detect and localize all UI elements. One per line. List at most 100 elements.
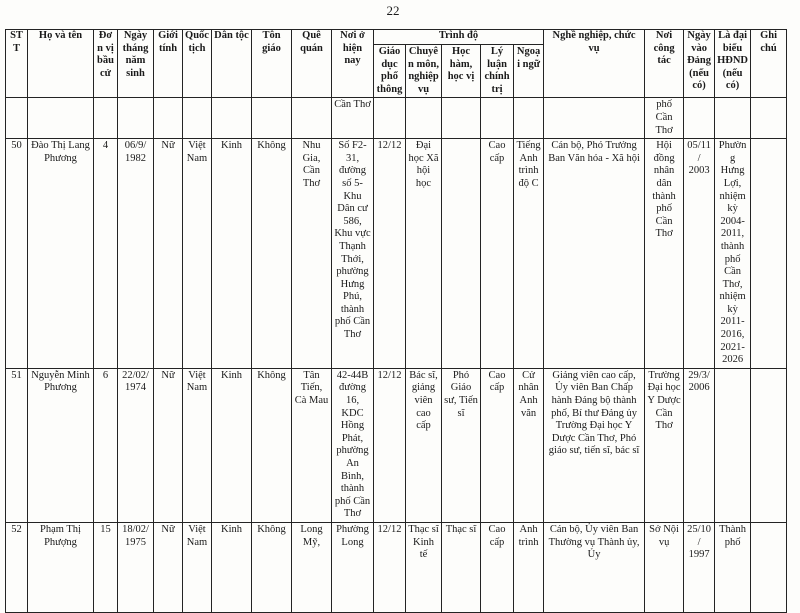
cell-ngay-sinh xyxy=(117,97,154,140)
table-row-52: 52 Phạm Thị Phượng 15 18/02/ 1975 Nữ Việ… xyxy=(5,521,788,613)
cell-que-quan: Nhu Gia, Cần Thơ xyxy=(291,138,332,369)
cell-quoc-tich: Việt Nam xyxy=(182,138,212,369)
header-ngay-thang-nam-sinh: Ngày tháng năm sinh xyxy=(117,28,154,99)
cell-ly-luan: Cao cấp xyxy=(480,367,514,523)
header-quoc-tich: Quốc tịch xyxy=(182,28,212,99)
header-noi-cong-tac: Nơi công tác xyxy=(644,28,685,99)
cell-ngay-vao-dang: 25/10/ 1997 xyxy=(683,521,716,613)
cell-stt: 51 xyxy=(5,367,28,523)
cell-dan-toc: Kinh xyxy=(211,367,252,523)
cell-dai-bieu-hdnd: Phường Hưng Lợi, nhiệm kỳ 2004- 2011, th… xyxy=(714,138,752,369)
cell-nghe-nghiep: Giảng viên cao cấp, Ủy viên Ban Chấp hàn… xyxy=(543,367,646,523)
cell-dai-bieu-hdnd xyxy=(714,367,752,523)
cell-ton-giao: Không xyxy=(251,521,292,613)
header-hoc-ham-hoc-vi: Học hàm, học vị xyxy=(441,43,481,99)
table-header-row-2: Giáo dục phổ thông Chuyên môn, nghiệp vụ… xyxy=(6,43,787,99)
cell-que-quan: Tân Tiến, Cà Mau xyxy=(291,367,332,523)
cell-ngay-sinh: 18/02/ 1975 xyxy=(117,521,154,613)
cell-don-vi: 4 xyxy=(93,138,118,369)
cell-ngoai-ngu xyxy=(512,97,545,140)
cell-que-quan xyxy=(291,97,332,140)
cell-chuyen-mon: Đại học Xã hội học xyxy=(405,138,442,369)
cell-noi-cong-tac: Hội đồng nhân dân thành phố Cần Thơ xyxy=(644,138,685,369)
cell-dan-toc xyxy=(211,97,252,140)
cell-noi-o: Phường Long xyxy=(331,521,374,613)
header-giao-duc-pho-thong: Giáo dục phổ thông xyxy=(373,43,406,99)
cell-quoc-tich xyxy=(182,97,212,140)
cell-nghe-nghiep: Cán bộ, Ủy viên Ban Thường vụ Thành ủy, … xyxy=(543,521,646,613)
cell-ghi-chu xyxy=(750,97,788,140)
cell-ly-luan: Cao cấp xyxy=(480,138,514,369)
table-header-row-1: STT Họ và tên Đơn vị bầu cử Ngày tháng n… xyxy=(5,28,788,99)
cell-noi-o: Số F2-31, đường số 5- Khu Dân cư 586, Kh… xyxy=(331,138,374,369)
cell-gd-pho-thong: 12/12 xyxy=(373,367,406,523)
cell-quoc-tich: Việt Nam xyxy=(182,521,212,613)
cell-noi-o: 42-44B đường 16, KDC Hồng Phát, phường A… xyxy=(331,367,374,523)
cell-gd-pho-thong: 12/12 xyxy=(373,138,406,369)
cell-don-vi: 15 xyxy=(93,521,118,613)
cell-ngoai-ngu: Cử nhân Anh văn xyxy=(512,367,545,523)
cell-dai-bieu-hdnd: Thành phố xyxy=(714,521,752,613)
cell-ngoai-ngu: Tiếng Anh trình độ C xyxy=(512,138,545,369)
cell-don-vi: 6 xyxy=(93,367,118,523)
header-chuyen-mon-nghiep-vu: Chuyên môn, nghiệp vụ xyxy=(405,43,442,99)
cell-dan-toc: Kinh xyxy=(211,521,252,613)
header-don-vi-bau-cu: Đơn vị bầu cử xyxy=(93,28,118,99)
cell-chuyen-mon xyxy=(405,97,442,140)
cell-ho-va-ten: Đào Thị Lang Phương xyxy=(27,138,94,369)
cell-ton-giao: Không xyxy=(251,138,292,369)
table-row-continuation: Cần Thơ phố Cần Thơ xyxy=(5,97,788,140)
cell-ly-luan xyxy=(480,97,514,140)
header-stt: STT xyxy=(5,28,28,99)
cell-hoc-ham: Thạc sĩ xyxy=(441,521,481,613)
header-ton-giao: Tôn giáo xyxy=(251,28,292,99)
cell-hoc-ham: Phó Giáo sư, Tiến sĩ xyxy=(441,367,481,523)
cell-noi-cong-tac: Sở Nội vụ xyxy=(644,521,685,613)
cell-gd-pho-thong xyxy=(373,97,406,140)
cell-ghi-chu xyxy=(750,367,788,523)
cell-stt: 52 xyxy=(5,521,28,613)
table-row-51: 51 Nguyễn Minh Phương 6 22/02/ 1974 Nữ V… xyxy=(5,367,788,523)
header-ngoai-ngu: Ngoại ngữ xyxy=(512,43,545,99)
cell-hoc-ham xyxy=(441,97,481,140)
cell-noi-o: Cần Thơ xyxy=(331,97,374,140)
header-que-quan: Quê quán xyxy=(291,28,332,99)
header-dan-toc: Dân tộc xyxy=(211,28,252,99)
cell-noi-cong-tac: phố Cần Thơ xyxy=(644,97,685,140)
header-nghe-nghiep-chuc-vu: Nghề nghiệp, chức vụ xyxy=(543,28,646,99)
cell-ngay-vao-dang xyxy=(683,97,716,140)
cell-ton-giao xyxy=(251,97,292,140)
header-trinh-do-group: Trình độ xyxy=(372,29,545,45)
page-number: 22 xyxy=(386,3,400,18)
cell-nghe-nghiep xyxy=(543,97,646,140)
header-ghi-chu: Ghi chú xyxy=(750,28,788,99)
cell-dan-toc: Kinh xyxy=(211,138,252,369)
table-row-50: 50 Đào Thị Lang Phương 4 06/9/ 1982 Nữ V… xyxy=(5,138,788,369)
cell-noi-cong-tac: Trường Đại học Y Dược Cần Thơ xyxy=(644,367,685,523)
cell-ho-va-ten: Nguyễn Minh Phương xyxy=(27,367,94,523)
cell-stt: 50 xyxy=(5,138,28,369)
cell-hoc-ham xyxy=(441,138,481,369)
cell-quoc-tich: Việt Nam xyxy=(182,367,212,523)
delegates-table: STT Họ và tên Đơn vị bầu cử Ngày tháng n… xyxy=(5,28,788,613)
header-noi-o-hien-nay: Nơi ở hiện nay xyxy=(331,28,374,99)
cell-gioi-tinh xyxy=(153,97,183,140)
header-la-dai-bieu-hdnd: Là đại biểu HĐND (nếu có) xyxy=(714,28,752,99)
cell-ghi-chu xyxy=(750,521,788,613)
cell-ngay-vao-dang: 05/11/ 2003 xyxy=(683,138,716,369)
cell-ngay-sinh: 06/9/ 1982 xyxy=(117,138,154,369)
cell-ly-luan: Cao cấp xyxy=(480,521,514,613)
cell-que-quan: Long Mỹ, xyxy=(291,521,332,613)
header-ho-va-ten: Họ và tên xyxy=(27,28,94,99)
cell-ho-va-ten: Phạm Thị Phượng xyxy=(27,521,94,613)
cell-gioi-tinh: Nữ xyxy=(153,521,183,613)
cell-dai-bieu-hdnd xyxy=(714,97,752,140)
cell-ton-giao: Không xyxy=(251,367,292,523)
cell-ho-va-ten xyxy=(27,97,94,140)
header-ngay-vao-dang: Ngày vào Đảng (nếu có) xyxy=(683,28,716,99)
cell-don-vi xyxy=(93,97,118,140)
cell-ngay-sinh: 22/02/ 1974 xyxy=(117,367,154,523)
header-ly-luan-chinh-tri: Lý luận chính trị xyxy=(480,43,514,99)
cell-stt xyxy=(5,97,28,140)
cell-gioi-tinh: Nữ xyxy=(153,138,183,369)
